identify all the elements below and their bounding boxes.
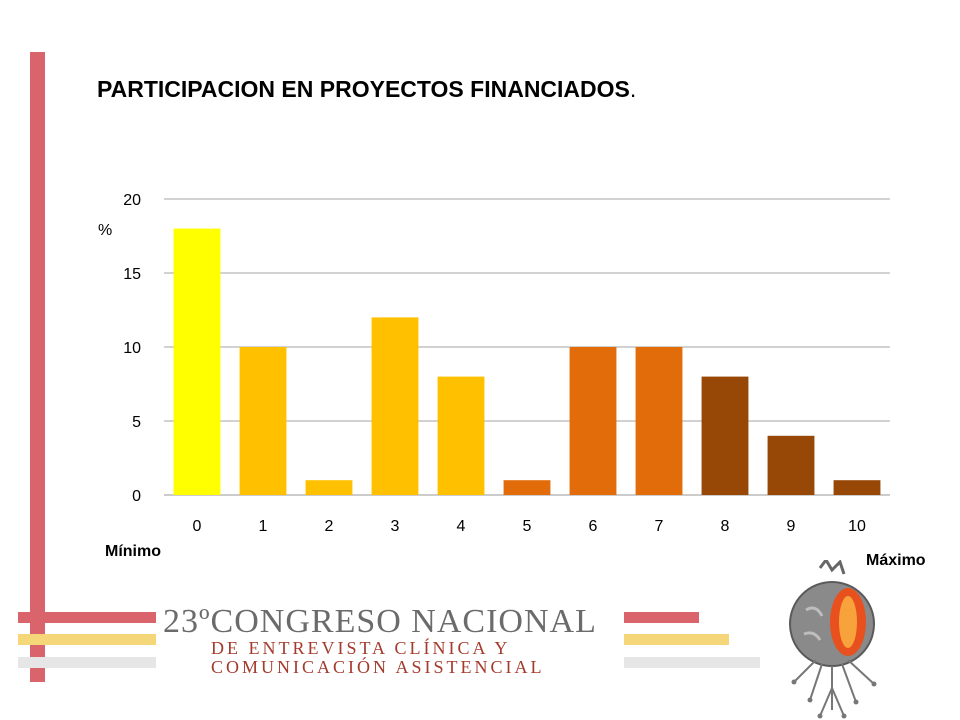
bar-6	[569, 347, 617, 495]
x-tick-label: 4	[457, 518, 466, 535]
logo-number: 23º	[163, 603, 211, 640]
x-tick-labels: 0 1 2 3 4 5 6 7 8 9 10	[193, 518, 866, 535]
slide-title: PARTICIPACION EN PROYECTOS FINANCIADOS.	[97, 76, 636, 103]
y-tick-label: 15	[123, 266, 141, 283]
bar-1	[239, 347, 287, 495]
bar-0	[173, 228, 221, 495]
left-yellow-stripe	[18, 634, 156, 645]
y-tick-label: 5	[132, 414, 141, 431]
logo-line-1: 23ºCONGRESO NACIONAL	[163, 605, 597, 639]
x-tick-label: 6	[589, 518, 598, 535]
left-red-stripe	[18, 612, 156, 623]
y-axis-label: %	[98, 222, 112, 239]
slide-title-period: .	[629, 76, 637, 102]
y-tick-labels: 0 5 10 15 20	[123, 192, 141, 505]
bar-7	[635, 347, 683, 495]
slide-title-text: PARTICIPACION EN PROYECTOS FINANCIADOS	[97, 76, 630, 102]
x-tick-label: 10	[848, 518, 866, 535]
x-tick-label: 7	[655, 518, 664, 535]
chart-bars	[173, 228, 881, 495]
max-label: Máximo	[866, 552, 926, 569]
bar-8	[701, 376, 749, 495]
x-tick-label: 0	[193, 518, 202, 535]
bar-chart: 0 5 10 15 20 0 1 2 3 4 5 6 7 8 9 10 %	[98, 192, 890, 535]
x-tick-label: 5	[523, 518, 532, 535]
bar-4	[437, 376, 485, 495]
logo-title: CONGRESO NACIONAL	[210, 603, 597, 640]
logo-line-2: DE ENTREVISTA CLÍNICA Y	[211, 638, 511, 658]
bar-9	[767, 435, 815, 495]
min-label: Mínimo	[105, 543, 161, 560]
bar-5	[503, 480, 551, 495]
congress-logo: 23ºCONGRESO NACIONAL DE ENTREVISTA CLÍNI…	[163, 605, 597, 677]
heart-roots-emblem-icon	[789, 560, 877, 719]
x-tick-label: 1	[259, 518, 268, 535]
bar-2	[305, 480, 353, 495]
left-accent-bar	[30, 52, 45, 682]
logo-line-3: COMUNICACIÓN ASISTENCIAL	[211, 657, 545, 677]
right-red-stripe	[624, 612, 699, 623]
x-tick-label: 2	[325, 518, 334, 535]
y-tick-label: 10	[123, 340, 141, 357]
right-gray-stripe	[624, 657, 760, 668]
x-tick-label: 8	[721, 518, 730, 535]
bar-10	[833, 480, 881, 495]
y-tick-label: 0	[132, 488, 141, 505]
bar-3	[371, 317, 419, 495]
x-tick-label: 3	[391, 518, 400, 535]
x-tick-label: 9	[787, 518, 796, 535]
left-gray-stripe	[18, 657, 156, 668]
y-tick-label: 20	[123, 192, 141, 209]
right-yellow-stripe	[624, 634, 729, 645]
